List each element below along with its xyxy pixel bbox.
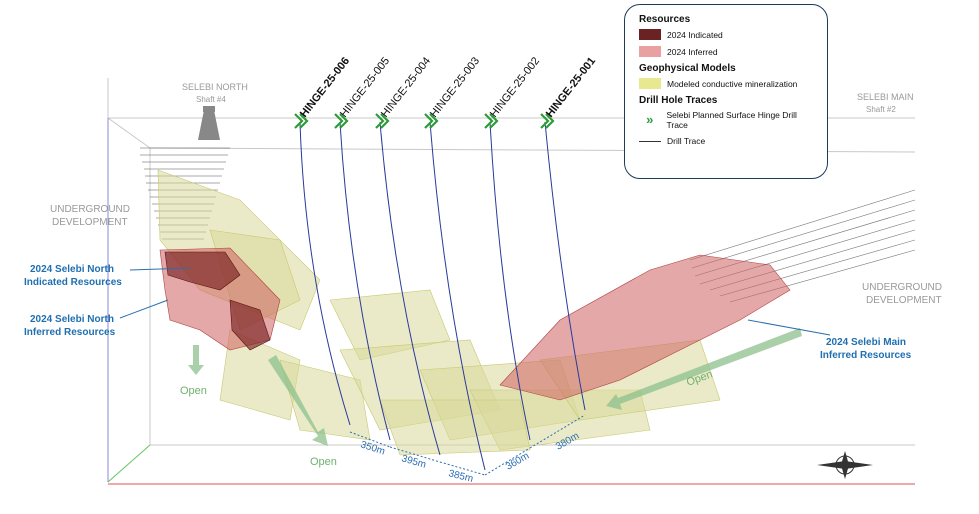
legend-item-indicated: 2024 Indicated	[639, 29, 817, 40]
ug-left-line1: UNDERGROUND	[50, 204, 130, 215]
ug-right-line1: UNDERGROUND	[862, 282, 942, 293]
hole-label-003: HINGE-25-003	[428, 55, 482, 120]
shaft4-label: Shaft #4	[196, 95, 226, 104]
legend-item-conductive: Modeled conductive mineralization	[639, 78, 817, 89]
planned-chevron-icon: »	[646, 112, 654, 127]
spacing-label-3: 385m	[447, 468, 474, 485]
chevron-icon-005	[334, 113, 349, 129]
green-axis-line	[107, 444, 151, 483]
hole-label-001: HINGE-25-001	[544, 55, 598, 120]
main-inferred-line2: Inferred Resources	[820, 350, 912, 361]
drill-trace-hinge-25-003	[429, 121, 486, 471]
drill-trace-hinge-25-005	[339, 121, 391, 441]
drill-traces	[299, 121, 586, 471]
legend-drill-heading: Drill Hole Traces	[639, 95, 718, 106]
compass-icon	[817, 451, 873, 479]
spacing-label-2: 395m	[400, 453, 427, 470]
shaft2-label: Shaft #2	[866, 105, 896, 114]
legend-geophysical-heading: Geophysical Models	[639, 63, 736, 74]
open-label-1: Open	[180, 385, 207, 397]
legend-indicated-label: 2024 Indicated	[667, 29, 723, 40]
legend-conductive-label: Modeled conductive mineralization	[667, 78, 798, 89]
spacing-label-1: 350m	[359, 439, 386, 457]
legend-drill-trace-label: Drill Trace	[667, 136, 706, 146]
north-inferred-line1: 2024 Selebi North	[30, 314, 114, 325]
chevron-icon-001	[540, 113, 555, 129]
legend-inferred-label: 2024 Inferred	[667, 46, 718, 57]
chevron-icon-004	[375, 113, 390, 129]
north-indicated-line2: Indicated Resources	[24, 277, 122, 288]
drill-trace-line-icon	[639, 140, 661, 142]
indicated-swatch	[639, 29, 661, 40]
open-arrow-right	[606, 328, 802, 410]
drill-trace-hinge-25-001	[544, 121, 586, 411]
selebi-main-label: SELEBI MAIN	[857, 92, 914, 102]
north-inferred-line2: Inferred Resources	[24, 327, 116, 338]
open-arrows	[188, 328, 802, 446]
chevron-icon-002	[484, 113, 499, 129]
drill-trace-hinge-25-004	[379, 121, 441, 456]
drill-trace-hinge-25-006	[299, 121, 351, 426]
legend-item-planned: » Selebi Planned Surface Hinge Drill Tra…	[639, 110, 817, 130]
chevron-icon-006	[294, 113, 309, 129]
spacing-label-4: 360m	[504, 451, 531, 473]
open-arrow-down-left	[188, 345, 204, 375]
conductive-swatch	[639, 78, 661, 89]
legend-box: Resources 2024 Indicated 2024 Inferred G…	[624, 4, 828, 179]
open-label-2: Open	[310, 456, 337, 468]
legend-planned-label: Selebi Planned Surface Hinge Drill Trace	[666, 110, 797, 130]
shaft-4-icon	[198, 106, 220, 140]
inferred-swatch	[639, 46, 661, 57]
callout-arrows	[119, 267, 831, 336]
ug-left-line2: DEVELOPMENT	[52, 217, 128, 228]
chevron-icon-003	[424, 113, 439, 129]
selebi-north-label: SELEBI NORTH	[182, 82, 248, 92]
main-inferred-line1: 2024 Selebi Main	[826, 337, 906, 348]
hole-label-002: HINGE-25-002	[488, 55, 542, 120]
legend-item-drill-trace: Drill Trace	[639, 136, 817, 146]
legend-item-inferred: 2024 Inferred	[639, 46, 817, 57]
drill-trace-hinge-25-002	[489, 121, 531, 441]
north-indicated-line1: 2024 Selebi North	[30, 264, 114, 275]
legend-resources-heading: Resources	[639, 14, 691, 25]
indicated-resources	[164, 251, 271, 351]
ug-right-line2: DEVELOPMENT	[866, 295, 942, 306]
open-arrow-down-center	[268, 355, 328, 446]
collar-chevrons	[294, 113, 555, 129]
spacing-arrows	[349, 414, 586, 476]
